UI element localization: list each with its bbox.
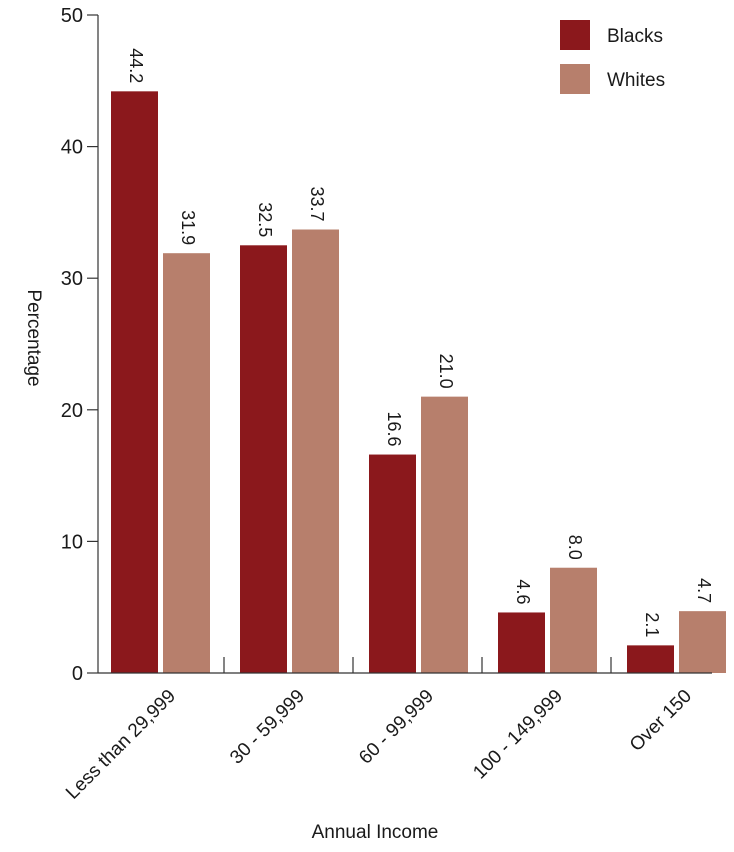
bar-blacks-30-59-999 [240,245,287,674]
data-label-whites-less-than-29-999: 31.9 [178,210,198,245]
x-category-label: Less than 29,999 [62,686,180,804]
bar-whites-30-59-999 [292,229,339,673]
bar-blacks-over-150 [627,645,674,673]
data-label-whites-60-99-999: 21.0 [436,354,456,389]
x-category-label: 30 - 59,999 [226,686,309,769]
bar-blacks-60-99-999 [369,454,416,673]
data-label-whites-over-150: 4.7 [694,578,714,603]
data-label-whites-100-149-999: 8.0 [565,535,585,560]
y-tick-label: 50 [61,5,83,27]
legend-swatch-whites [560,64,590,94]
y-tick-label: 20 [61,400,83,422]
data-labels-layer: 44.2 31.9 32.5 33.7 16.6 21.0 4.6 8.0 2.1 4.7 [126,48,714,637]
bar-blacks-less-than-29-999 [111,91,158,673]
bars-layer [111,91,726,674]
y-tick-label: 10 [61,531,83,553]
y-axis-title: Percentage [23,289,44,386]
bar-whites-less-than-29-999 [163,253,210,674]
legend: Blacks Whites [560,20,665,94]
data-label-blacks-over-150: 2.1 [642,612,662,637]
bar-whites-over-150 [679,611,726,673]
bar-blacks-100-149-999 [498,612,545,673]
y-ticks: 0 10 20 30 40 50 [61,5,98,685]
legend-swatch-blacks [560,20,590,50]
legend-label-blacks: Blacks [607,26,663,47]
data-label-blacks-less-than-29-999: 44.2 [126,48,146,83]
legend-label-whites: Whites [607,70,665,91]
bar-whites-60-99-999 [421,396,468,673]
x-category-label: 60 - 99,999 [355,686,438,769]
data-label-blacks-60-99-999: 16.6 [384,411,404,446]
data-label-whites-30-59-999: 33.7 [307,186,327,221]
y-tick-label: 0 [72,663,83,685]
data-label-blacks-30-59-999: 32.5 [255,202,275,237]
y-tick-label: 40 [61,137,83,159]
x-axis-title: Annual Income [312,822,439,843]
axes-layer [97,15,712,674]
x-category-label: 100 - 149,999 [469,686,567,784]
y-tick-label: 30 [61,268,83,290]
data-label-blacks-100-149-999: 4.6 [513,579,533,604]
bar-whites-100-149-999 [550,567,597,673]
x-category-labels: Less than 29,999 30 - 59,999 60 - 99,999 10… [62,657,696,804]
x-category-label: Over 150 [626,686,696,756]
